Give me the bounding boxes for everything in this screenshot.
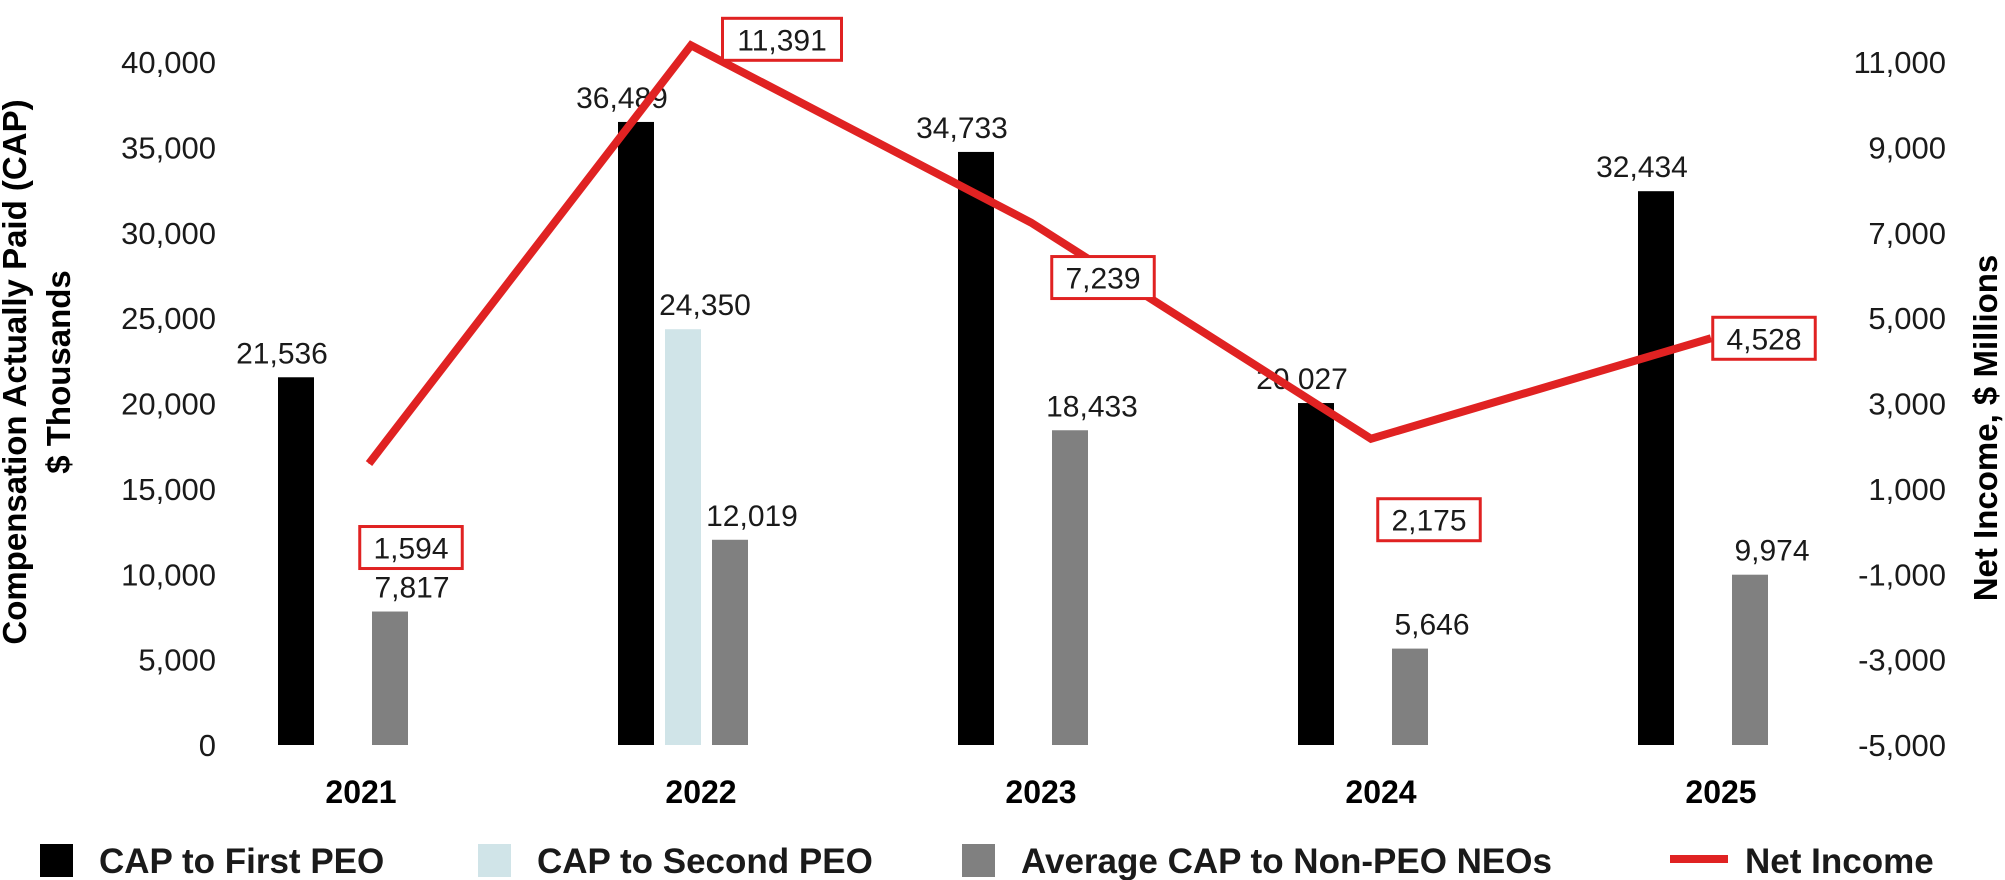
category-labels: 2021 2022 2023 2024 2025 [325,774,1756,810]
right-tick-0: -5,000 [1858,728,1946,763]
left-axis-title-line2: $ Thousands [40,270,77,474]
label-average-cap-to-non-peo-neos-2022: 12,019 [706,500,798,533]
left-tick-7: 35,000 [121,130,216,165]
legend-swatch-net-income [1670,855,1728,863]
bar-cap-to-first-peo-2025 [1638,191,1674,745]
bar-average-cap-to-non-peo-neos-2022 [712,539,748,745]
net-income-label-2023: 7,239 [1050,255,1156,301]
net-income-label-text: 2,175 [1391,505,1466,538]
left-tick-2: 10,000 [121,557,216,592]
label-cap-to-first-peo-2023: 34,733 [916,112,1008,145]
left-tick-6: 30,000 [121,216,216,251]
category-label-2024: 2024 [1345,774,1416,810]
bar-cap-to-first-peo-2024 [1298,403,1334,745]
bar-cap-to-second-peo-2022 [665,329,701,745]
legend-item-cap-to-second-peo: CAP to Second PEO [478,842,873,880]
legend: CAP to First PEO CAP to Second PEO Average… [40,842,1934,880]
bars [278,121,1768,746]
bar-average-cap-to-non-peo-neos-2021 [372,611,408,745]
net-income-line [365,40,1713,466]
right-tick-7: 9,000 [1868,130,1946,165]
net-income-labels: 1,594 11,391 7,239 2,175 4,528 [358,16,1817,571]
net-income-label-box [1376,497,1482,543]
net-income-point-2021 [368,463,370,465]
net-income-label-2021: 1,594 [358,525,464,571]
legend-swatch-cap-to-first-peo [40,844,73,877]
bar-cap-to-first-peo-2021 [278,377,314,745]
left-tick-0: 0 [199,728,216,763]
left-tick-4: 20,000 [121,387,216,422]
left-axis-title: Compensation Actually Paid (CAP) $ Thous… [0,99,77,644]
net-income-label-box [358,525,464,571]
legend-swatch-cap-to-second-peo [478,844,511,877]
label-average-cap-to-non-peo-neos-2023: 18,433 [1046,390,1138,423]
legend-item-average-cap-to-non-peo-neos: Average CAP to Non-PEO NEOs [962,842,1552,880]
bar-value-labels: 21,5367,81736,48924,35012,01934,73318,43… [236,82,1809,642]
net-income-label-text: 7,239 [1065,263,1140,296]
label-average-cap-to-non-peo-neos-2024: 5,646 [1394,609,1469,642]
right-tick-5: 5,000 [1868,301,1946,336]
net-income-point-2022 [690,44,692,46]
left-tick-1: 5,000 [138,643,216,678]
label-cap-to-first-peo-2021: 21,536 [236,337,328,370]
net-income-point-2023 [1030,222,1032,224]
bar-cap-to-first-peo-2022 [618,121,654,746]
net-income-label-text: 4,528 [1726,323,1801,356]
right-tick-4: 3,000 [1868,387,1946,422]
right-tick-1: -3,000 [1858,643,1946,678]
category-label-2025: 2025 [1685,774,1756,810]
legend-label-net-income: Net Income [1745,842,1934,880]
legend-item-net-income: Net Income [1670,842,1934,880]
net-income-label-2025: 4,528 [1711,315,1817,361]
right-tick-3: 1,000 [1868,472,1946,507]
net-income-label-2024: 2,175 [1376,497,1482,543]
right-tick-8: 11,000 [1853,45,1946,80]
net-income-label-box [721,16,843,62]
legend-swatch-average-cap-to-non-peo-neos [962,844,995,877]
bar-average-cap-to-non-peo-neos-2023 [1052,430,1088,745]
net-income-label-box [1050,255,1156,301]
left-tick-8: 40,000 [121,45,216,80]
net-income-label-text: 1,594 [373,533,448,566]
net-income-label-text: 11,391 [737,24,827,57]
bar-average-cap-to-non-peo-neos-2025 [1732,574,1768,745]
legend-label-cap-to-second-peo: CAP to Second PEO [537,842,873,880]
left-tick-5: 25,000 [121,301,216,336]
label-average-cap-to-non-peo-neos-2025: 9,974 [1734,535,1809,568]
label-average-cap-to-non-peo-neos-2021: 7,817 [374,572,449,605]
bar-cap-to-first-peo-2023 [958,151,994,745]
legend-label-average-cap-to-non-peo-neos: Average CAP to Non-PEO NEOs [1021,842,1552,880]
net-income-label-2022: 11,391 [721,16,843,62]
bar-average-cap-to-non-peo-neos-2024 [1392,648,1428,745]
category-label-2022: 2022 [665,774,736,810]
label-cap-to-second-peo-2022: 24,350 [659,289,751,322]
label-cap-to-first-peo-2025: 32,434 [1596,151,1688,184]
category-label-2023: 2023 [1005,774,1076,810]
category-label-2021: 2021 [325,774,396,810]
net-income-line-group [365,40,1713,466]
left-axis-title-line1: Compensation Actually Paid (CAP) [0,99,33,644]
right-tick-2: -1,000 [1858,557,1946,592]
right-axis-title: Net Income, $ Millions [1967,255,2004,602]
left-tick-3: 15,000 [121,472,216,507]
left-axis-ticks: 0 5,000 10,000 15,000 20,000 25,000 30,000 35,0… [121,45,216,763]
legend-item-cap-to-first-peo: CAP to First PEO [40,842,384,880]
net-income-label-box [1711,315,1817,361]
right-axis-ticks: -5,000 -3,000 -1,000 1,000 3,000 5,000 7,000 9,… [1853,45,1946,763]
net-income-point-2024 [1370,438,1372,440]
right-tick-6: 7,000 [1868,216,1946,251]
legend-label-cap-to-first-peo: CAP to First PEO [99,842,384,880]
